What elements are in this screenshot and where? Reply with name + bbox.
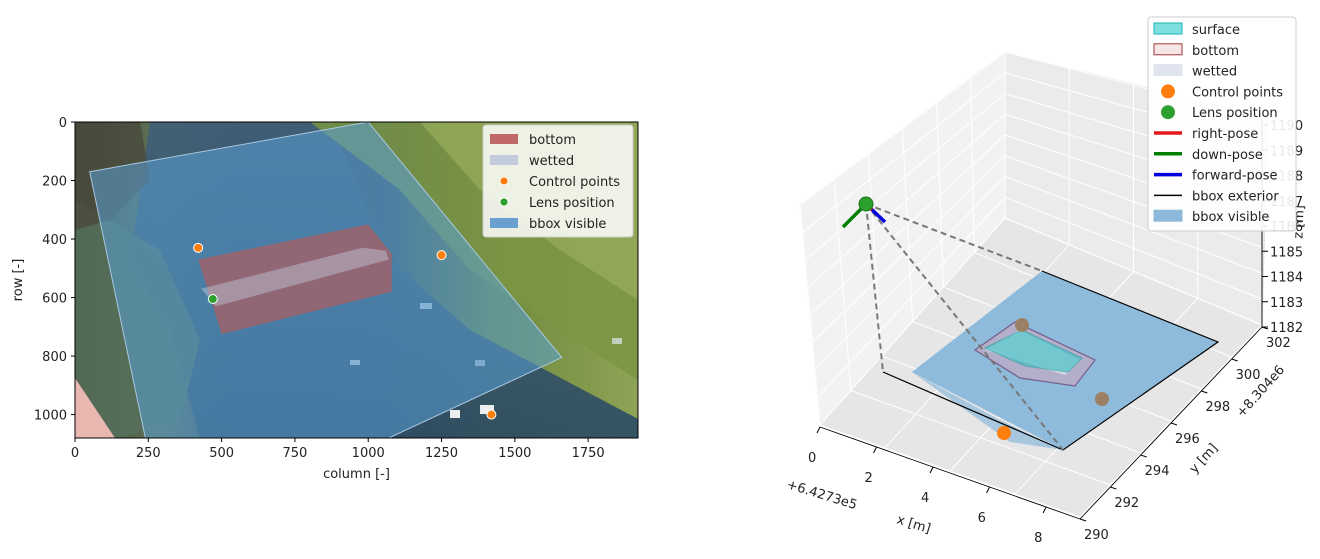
legend-3d: surface bottom wetted Control points Lens po… [1147,16,1297,232]
bottom-polygon [198,224,392,335]
legend-label: Lens position [529,196,615,211]
y3d-tick-label: 290 [1084,528,1109,543]
x-tick-label: 1500 [498,446,531,461]
z3d-tick-label: 1184 [1270,271,1303,286]
legend-label: bottom [1192,44,1239,59]
legend-label: forward-pose [1192,169,1278,184]
x-tick-label: 250 [136,446,161,461]
legend-swatch [490,155,518,165]
z3d-tick-label: 1182 [1270,321,1303,336]
bbox-exterior-3d [882,270,1220,451]
control-point [436,250,447,261]
legend-label: wetted [1192,65,1237,80]
legend-swatch [1153,209,1183,222]
control-point [486,409,497,420]
y-tick-label: 800 [42,350,67,365]
y-tick-label: 600 [42,292,67,307]
legend-swatch [1153,43,1183,56]
lens-position-marker [207,294,218,305]
legend-label: bbox visible [529,217,606,232]
y3d-tick-label: 300 [1236,368,1261,383]
y3d-tick-label: 296 [1175,432,1200,447]
x3d-tick-label: 6 [978,511,986,526]
y-tick-label: 200 [42,175,67,190]
legend-label: down-pose [1192,148,1263,163]
y3d-tick-label: 302 [1266,336,1291,351]
legend-marker [499,176,509,186]
x3d-tick-label: 2 [865,471,873,486]
x3d-tick-label: 8 [1034,531,1042,546]
control-point-3d [1015,318,1029,332]
legend-label: bottom [529,133,576,148]
legend: bottom wetted Control points Lens position b… [482,124,634,238]
x-tick-label: 1750 [572,446,605,461]
y3d-tick-label: 298 [1205,400,1230,415]
z3d-tick-label: 1183 [1270,296,1303,311]
legend-label: Control points [1192,85,1283,100]
legend-swatch [490,134,518,144]
legend-label: wetted [529,154,574,169]
y-tick-label: 400 [42,233,67,248]
lens-position-3d [858,196,874,212]
legend-swatch [1153,64,1183,77]
surface-3d [983,329,1083,373]
legend-label: Lens position [1192,106,1278,121]
legend-label: Control points [529,175,620,190]
camera-view-axes: 0 250 500 750 1000 1250 1500 1750 0 200 400 600 800 1… [11,116,639,482]
legend-swatch [490,218,518,228]
y-tick-label: 1000 [34,409,67,424]
x-tick-label: 0 [71,446,79,461]
xaxis-label-3d: x [m] [895,512,933,536]
z3d-tick-label: 1185 [1270,245,1303,260]
legend-label: bbox exterior [1192,189,1279,204]
y3d-tick-label: 294 [1145,464,1170,479]
legend-marker [1161,84,1175,99]
y-tick-label: 0 [59,116,67,131]
control-point-3d [1095,392,1109,406]
x-tick-label: 500 [209,446,234,461]
control-point [193,242,204,253]
wetted-polygon [201,247,389,307]
legend-label: surface [1192,23,1240,38]
legend-swatch [1153,22,1183,35]
x-offset-label: +6.4273e5 [785,477,859,513]
x-tick-label: 750 [283,446,308,461]
legend-marker [1161,105,1175,120]
legend-label: bbox visible [1192,210,1269,225]
x3d-tick-label: 4 [921,491,929,506]
x-tick-label: 1250 [425,446,458,461]
legend-marker [499,197,509,207]
control-point-3d [997,426,1011,440]
y3d-tick-label: 292 [1114,496,1139,511]
x-tick-label: 1000 [352,446,385,461]
x3d-tick-label: 0 [808,451,816,466]
legend-label: right-pose [1192,127,1258,142]
xaxis-label: column [-] [323,467,390,482]
yaxis-label: row [-] [11,259,26,302]
